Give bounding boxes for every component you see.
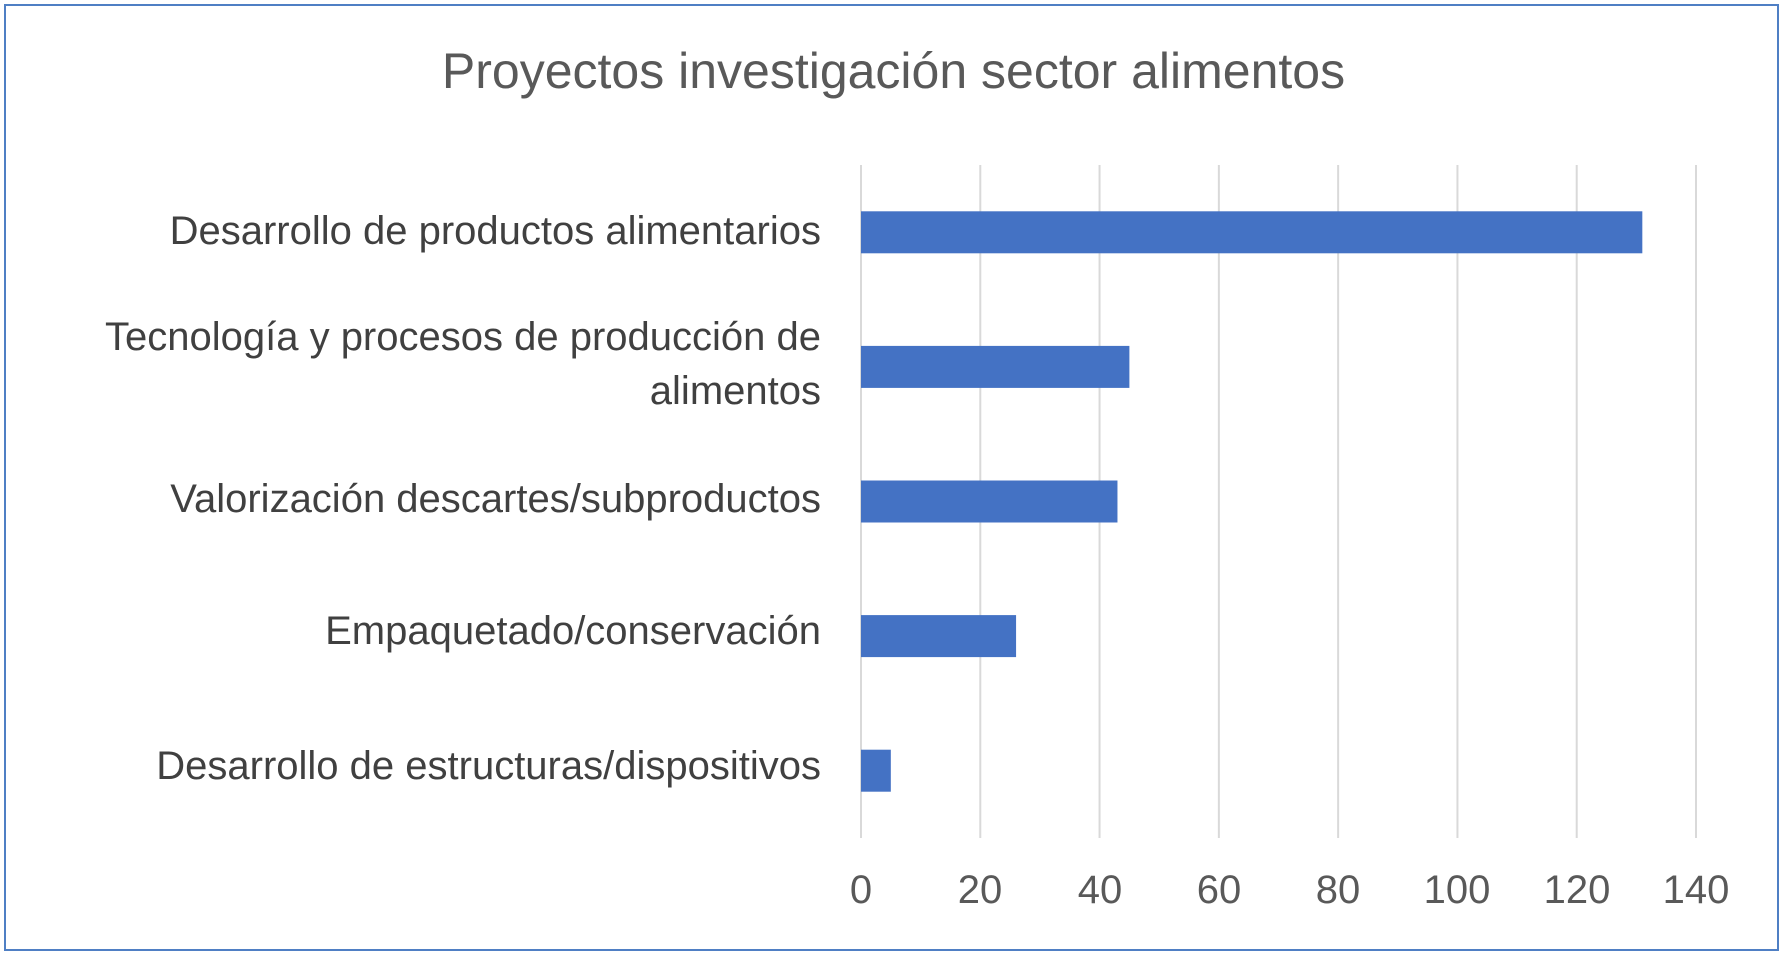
x-tick-label-120: 120 xyxy=(1543,868,1611,912)
category-label-valorizacion: Valorización descartes/subproductos xyxy=(170,477,821,521)
chart-title: Proyectos investigación sector alimentos xyxy=(441,43,1346,99)
category-label-tecnologia-procesos: Tecnología y procesos de producción de a… xyxy=(104,315,821,413)
x-tick-label-140: 140 xyxy=(1662,868,1730,912)
chart-frame xyxy=(4,4,1779,951)
x-tick-label-80: 80 xyxy=(1315,868,1361,912)
category-label-desarrollo-productos: Desarrollo de productos alimentarios xyxy=(169,209,821,253)
x-tick-label-100: 100 xyxy=(1423,868,1491,912)
category-label-estructuras: Desarrollo de estructuras/dispositivos xyxy=(156,744,821,788)
bar-0 xyxy=(861,211,1643,254)
bar-2 xyxy=(861,480,1118,523)
category-label-empaquetado: Empaquetado/conservación xyxy=(325,609,821,653)
bars xyxy=(861,211,1643,792)
x-tick-label-40: 40 xyxy=(1077,868,1123,912)
x-tick-label-0: 0 xyxy=(849,868,873,912)
x-tick-label-60: 60 xyxy=(1196,868,1242,912)
x-tick-label-20: 20 xyxy=(957,868,1003,912)
bar-1 xyxy=(861,345,1130,388)
bar-4 xyxy=(861,749,891,792)
bar-3 xyxy=(861,615,1017,658)
